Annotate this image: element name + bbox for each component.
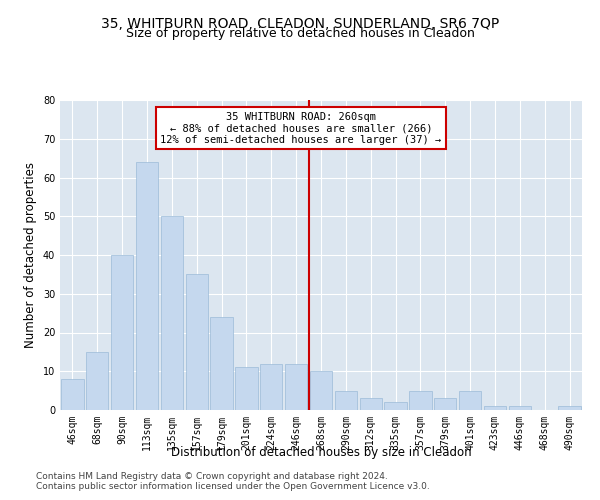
Bar bbox=[385, 402, 407, 410]
Y-axis label: Number of detached properties: Number of detached properties bbox=[24, 162, 37, 348]
Bar bbox=[285, 364, 307, 410]
Text: 35 WHITBURN ROAD: 260sqm
← 88% of detached houses are smaller (266)
12% of semi-: 35 WHITBURN ROAD: 260sqm ← 88% of detach… bbox=[160, 112, 442, 145]
Bar bbox=[136, 162, 158, 410]
Bar bbox=[61, 379, 83, 410]
Bar bbox=[359, 398, 382, 410]
Bar bbox=[161, 216, 183, 410]
Bar bbox=[509, 406, 531, 410]
Bar bbox=[235, 368, 257, 410]
Bar bbox=[559, 406, 581, 410]
Bar bbox=[211, 317, 233, 410]
Text: Size of property relative to detached houses in Cleadon: Size of property relative to detached ho… bbox=[125, 28, 475, 40]
Bar bbox=[459, 390, 481, 410]
Text: Contains HM Land Registry data © Crown copyright and database right 2024.: Contains HM Land Registry data © Crown c… bbox=[36, 472, 388, 481]
Bar bbox=[185, 274, 208, 410]
Bar bbox=[484, 406, 506, 410]
Bar bbox=[434, 398, 457, 410]
Bar bbox=[310, 371, 332, 410]
Bar bbox=[335, 390, 357, 410]
Text: 35, WHITBURN ROAD, CLEADON, SUNDERLAND, SR6 7QP: 35, WHITBURN ROAD, CLEADON, SUNDERLAND, … bbox=[101, 18, 499, 32]
Bar bbox=[260, 364, 283, 410]
Bar bbox=[86, 352, 109, 410]
Bar bbox=[409, 390, 431, 410]
Text: Distribution of detached houses by size in Cleadon: Distribution of detached houses by size … bbox=[170, 446, 472, 459]
Bar bbox=[111, 255, 133, 410]
Text: Contains public sector information licensed under the Open Government Licence v3: Contains public sector information licen… bbox=[36, 482, 430, 491]
